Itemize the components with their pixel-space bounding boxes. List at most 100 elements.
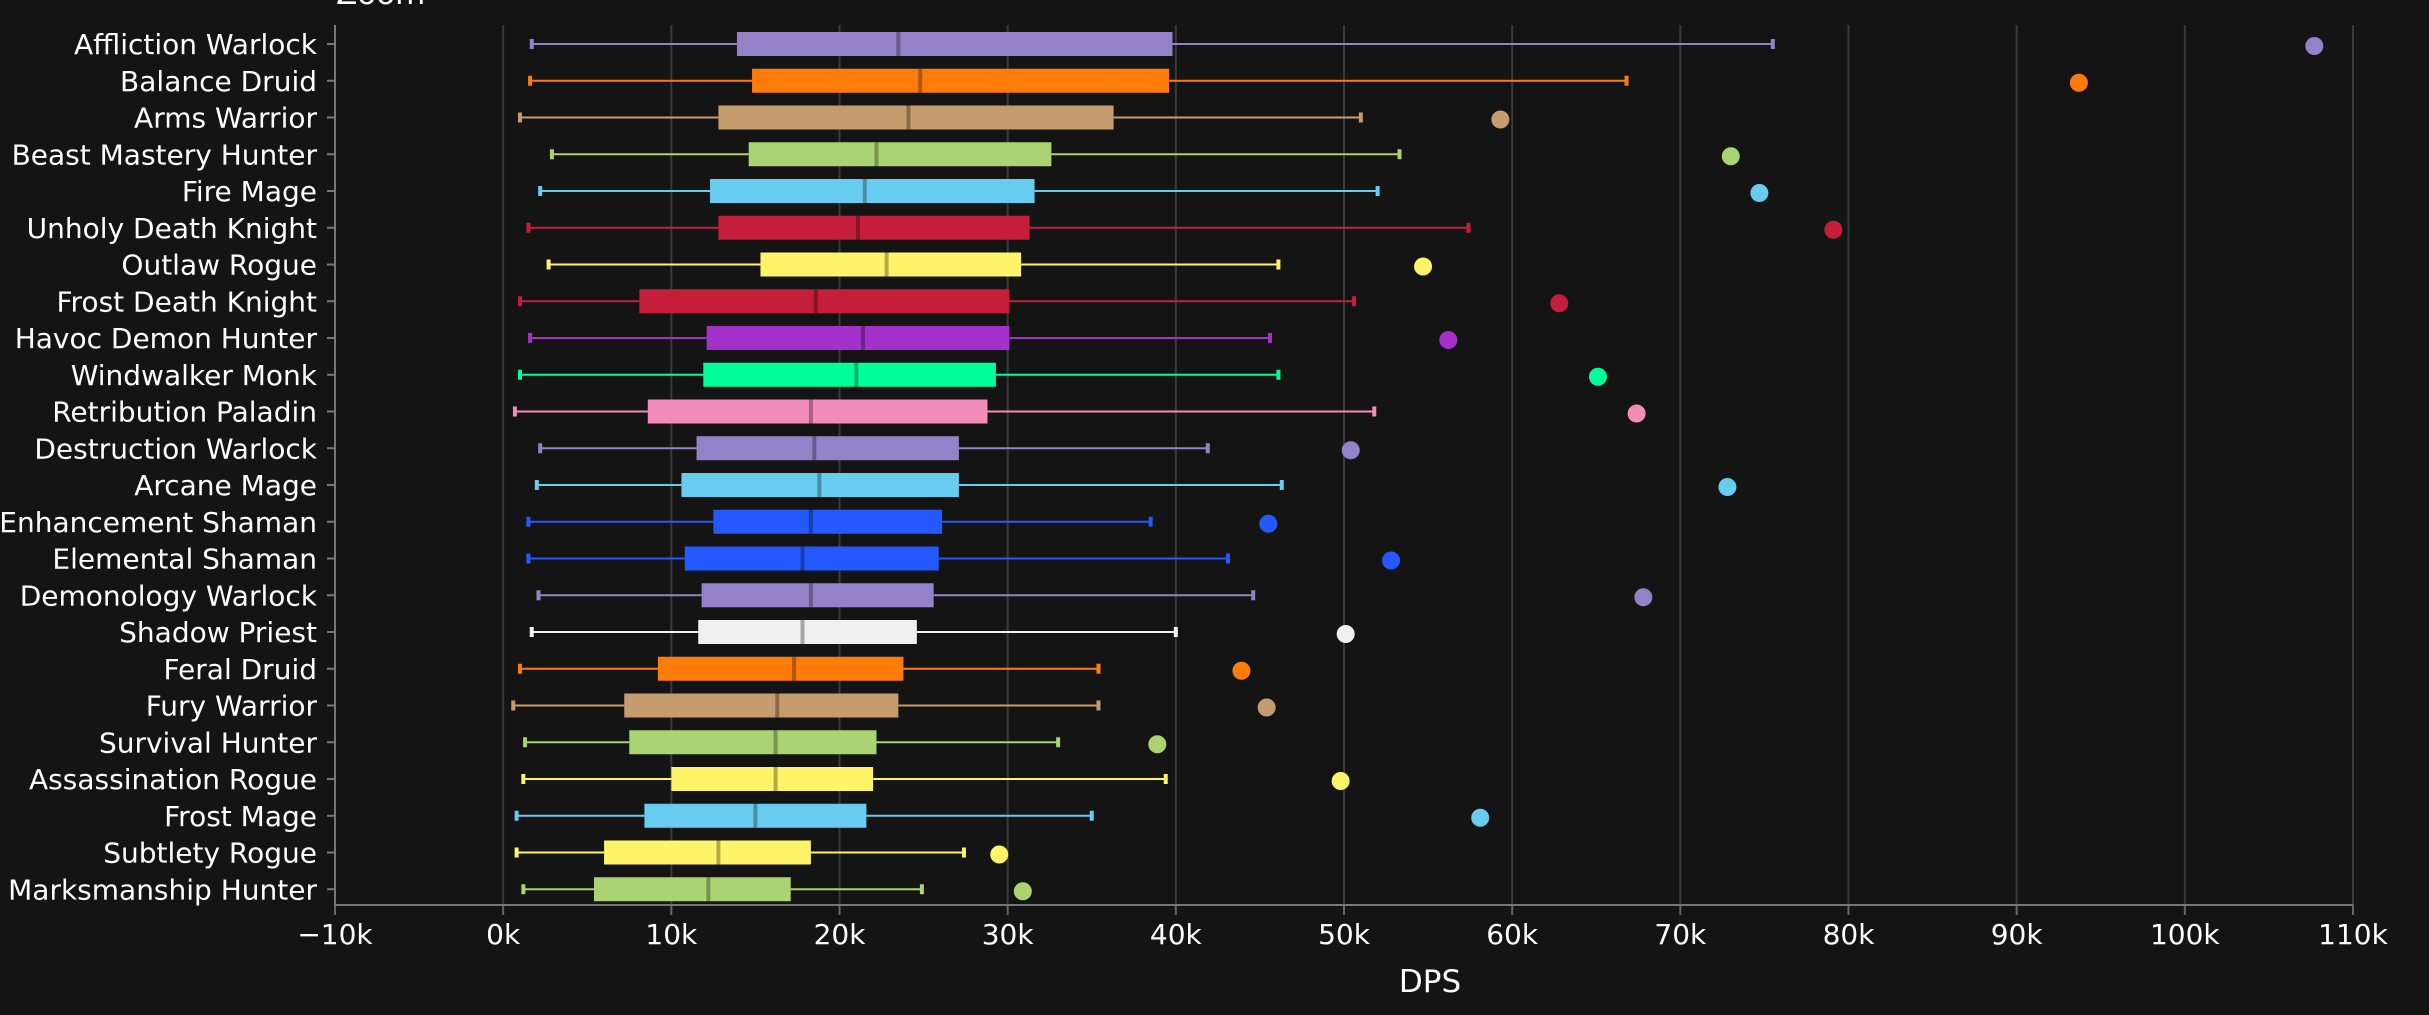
outlier-point bbox=[1336, 625, 1355, 643]
box bbox=[752, 68, 1170, 93]
box bbox=[644, 803, 867, 828]
outlier-point bbox=[1013, 882, 1032, 901]
box-group bbox=[517, 289, 1569, 314]
outlier-point bbox=[1331, 772, 1350, 790]
box-group bbox=[526, 215, 1843, 240]
category-label: Elemental Shaman bbox=[52, 543, 317, 576]
outlier-point bbox=[1414, 257, 1433, 276]
outlier-point bbox=[1588, 367, 1607, 386]
x-tick-labels: −10k 0k 10k 20k 30k 40k 50k 60k 70k 80k 90k 100k 110… bbox=[297, 918, 2388, 951]
box-group bbox=[517, 105, 1510, 130]
box bbox=[703, 362, 996, 387]
category-label: Fury Warrior bbox=[146, 690, 318, 723]
x-tick-label: 20k bbox=[814, 918, 867, 951]
box-group bbox=[528, 68, 2088, 93]
category-label: Affliction Warlock bbox=[74, 28, 318, 61]
box-group bbox=[536, 583, 1653, 608]
box bbox=[657, 656, 904, 681]
category-label: Marksmanship Hunter bbox=[8, 873, 317, 906]
outlier-point bbox=[1721, 147, 1740, 166]
x-tick-label: 90k bbox=[1991, 918, 2044, 951]
box-group bbox=[517, 656, 1251, 681]
axes bbox=[327, 25, 2354, 915]
x-tick-label: 30k bbox=[982, 918, 1035, 951]
box-group bbox=[529, 32, 2324, 56]
box bbox=[639, 289, 1010, 314]
category-label: Assassination Rogue bbox=[29, 763, 317, 796]
category-label: Feral Druid bbox=[163, 653, 317, 686]
box bbox=[647, 399, 988, 424]
outlier-point bbox=[1550, 294, 1569, 313]
box bbox=[710, 179, 1035, 203]
outlier-point bbox=[1471, 808, 1490, 827]
x-tick-label: 10k bbox=[645, 918, 698, 951]
x-tick-label: 70k bbox=[1654, 918, 1707, 951]
outlier-point bbox=[990, 845, 1009, 864]
category-label: Frost Mage bbox=[164, 800, 317, 833]
x-tick-label: −10k bbox=[297, 918, 373, 951]
x-tick-label: 80k bbox=[1823, 918, 1876, 951]
category-label: Fire Mage bbox=[182, 175, 317, 208]
category-label: Destruction Warlock bbox=[34, 432, 317, 465]
outlier-point bbox=[1341, 441, 1360, 460]
x-tick-label: 100k bbox=[2150, 918, 2220, 951]
box bbox=[718, 105, 1114, 130]
gridlines bbox=[502, 25, 2354, 905]
category-label: Frost Death Knight bbox=[56, 285, 317, 318]
outlier-point bbox=[1257, 698, 1276, 717]
box-group bbox=[534, 473, 1737, 497]
category-label: Havoc Demon Hunter bbox=[15, 322, 318, 355]
category-label: Demonology Warlock bbox=[20, 579, 318, 612]
box bbox=[604, 840, 811, 865]
category-label: Subtlety Rogue bbox=[103, 837, 317, 870]
box bbox=[593, 877, 791, 902]
x-tick-label: 60k bbox=[1486, 918, 1539, 951]
outlier-point bbox=[1627, 404, 1646, 423]
chart-title: Zoom bbox=[336, 0, 425, 12]
box bbox=[681, 473, 959, 497]
outlier-point bbox=[1750, 184, 1769, 202]
box-group bbox=[523, 730, 1167, 755]
box bbox=[684, 546, 939, 571]
box bbox=[629, 730, 877, 755]
category-labels: Affliction Warlock Balance Druid Arms Warr… bbox=[0, 28, 318, 906]
outlier-point bbox=[1148, 735, 1167, 754]
box bbox=[671, 767, 874, 791]
outlier-point bbox=[1439, 331, 1458, 349]
category-label: Outlaw Rogue bbox=[121, 249, 317, 282]
box bbox=[748, 142, 1052, 167]
box-group bbox=[514, 803, 1490, 828]
box-group bbox=[529, 620, 1355, 644]
box-group bbox=[546, 252, 1433, 277]
box bbox=[706, 326, 1010, 350]
outlier-point bbox=[1382, 551, 1401, 570]
outlier-point bbox=[1718, 478, 1737, 496]
box bbox=[701, 583, 934, 608]
box-group bbox=[538, 436, 1360, 461]
box-group bbox=[514, 840, 1009, 865]
box-group bbox=[521, 877, 1032, 902]
box bbox=[698, 620, 917, 644]
box-group bbox=[521, 767, 1350, 791]
category-label: Beast Mastery Hunter bbox=[12, 138, 318, 171]
box bbox=[718, 215, 1030, 240]
outlier-point bbox=[1824, 220, 1843, 239]
outlier-point bbox=[2069, 73, 2088, 92]
category-label: Shadow Priest bbox=[119, 616, 317, 649]
category-label: Arms Warrior bbox=[134, 102, 317, 135]
box-group bbox=[517, 362, 1607, 387]
x-tick-label: 40k bbox=[1150, 918, 1203, 951]
box bbox=[696, 436, 959, 461]
category-label: Survival Hunter bbox=[99, 726, 318, 759]
box-group bbox=[526, 546, 1401, 571]
outlier-point bbox=[1634, 588, 1653, 607]
x-tick-label: 110k bbox=[2318, 918, 2388, 951]
box-group bbox=[512, 399, 1646, 424]
box bbox=[736, 32, 1173, 56]
box-group bbox=[528, 326, 1458, 350]
category-label: Unholy Death Knight bbox=[27, 212, 317, 245]
box-group bbox=[526, 509, 1278, 534]
box bbox=[624, 693, 899, 718]
outlier-point bbox=[1232, 661, 1251, 680]
